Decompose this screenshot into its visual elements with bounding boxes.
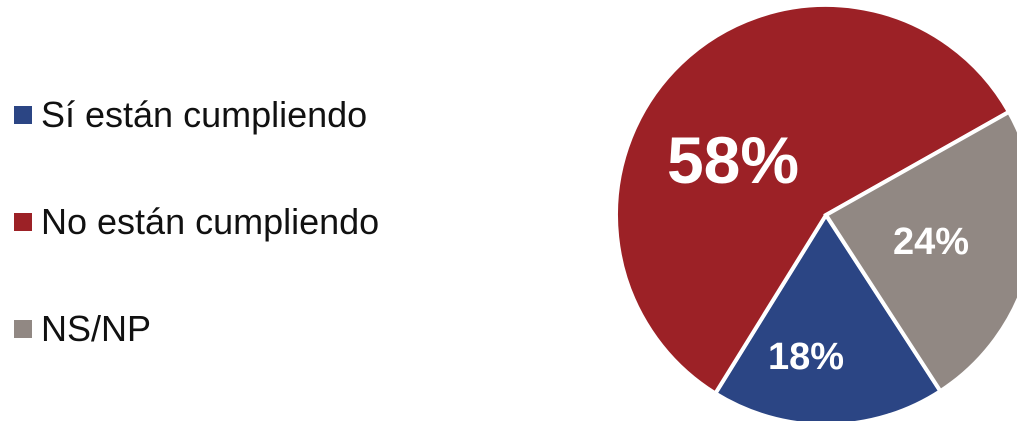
legend-label-no: No están cumpliendo xyxy=(41,201,380,242)
legend-swatch-no xyxy=(14,213,32,231)
slice-label-nsnp: 24% xyxy=(893,221,969,263)
slice-si xyxy=(712,211,944,421)
legend-swatch-nsnp xyxy=(14,320,32,338)
legend-item-no: No están cumpliendo xyxy=(14,199,379,245)
legend-swatch-si xyxy=(14,106,32,124)
legend-item-nsnp: NS/NP xyxy=(14,306,379,352)
slice-no xyxy=(614,3,1012,397)
legend-label-nsnp: NS/NP xyxy=(41,308,152,349)
legend-label-si: Sí están cumpliendo xyxy=(41,94,368,135)
slice-label-no: 58% xyxy=(667,123,799,197)
slice-label-si: 18% xyxy=(768,336,844,378)
chart-legend: Sí están cumpliendo No están cumpliendo … xyxy=(14,92,379,352)
slice-nsnp xyxy=(823,109,1017,394)
legend-item-si: Sí están cumpliendo xyxy=(14,92,379,138)
